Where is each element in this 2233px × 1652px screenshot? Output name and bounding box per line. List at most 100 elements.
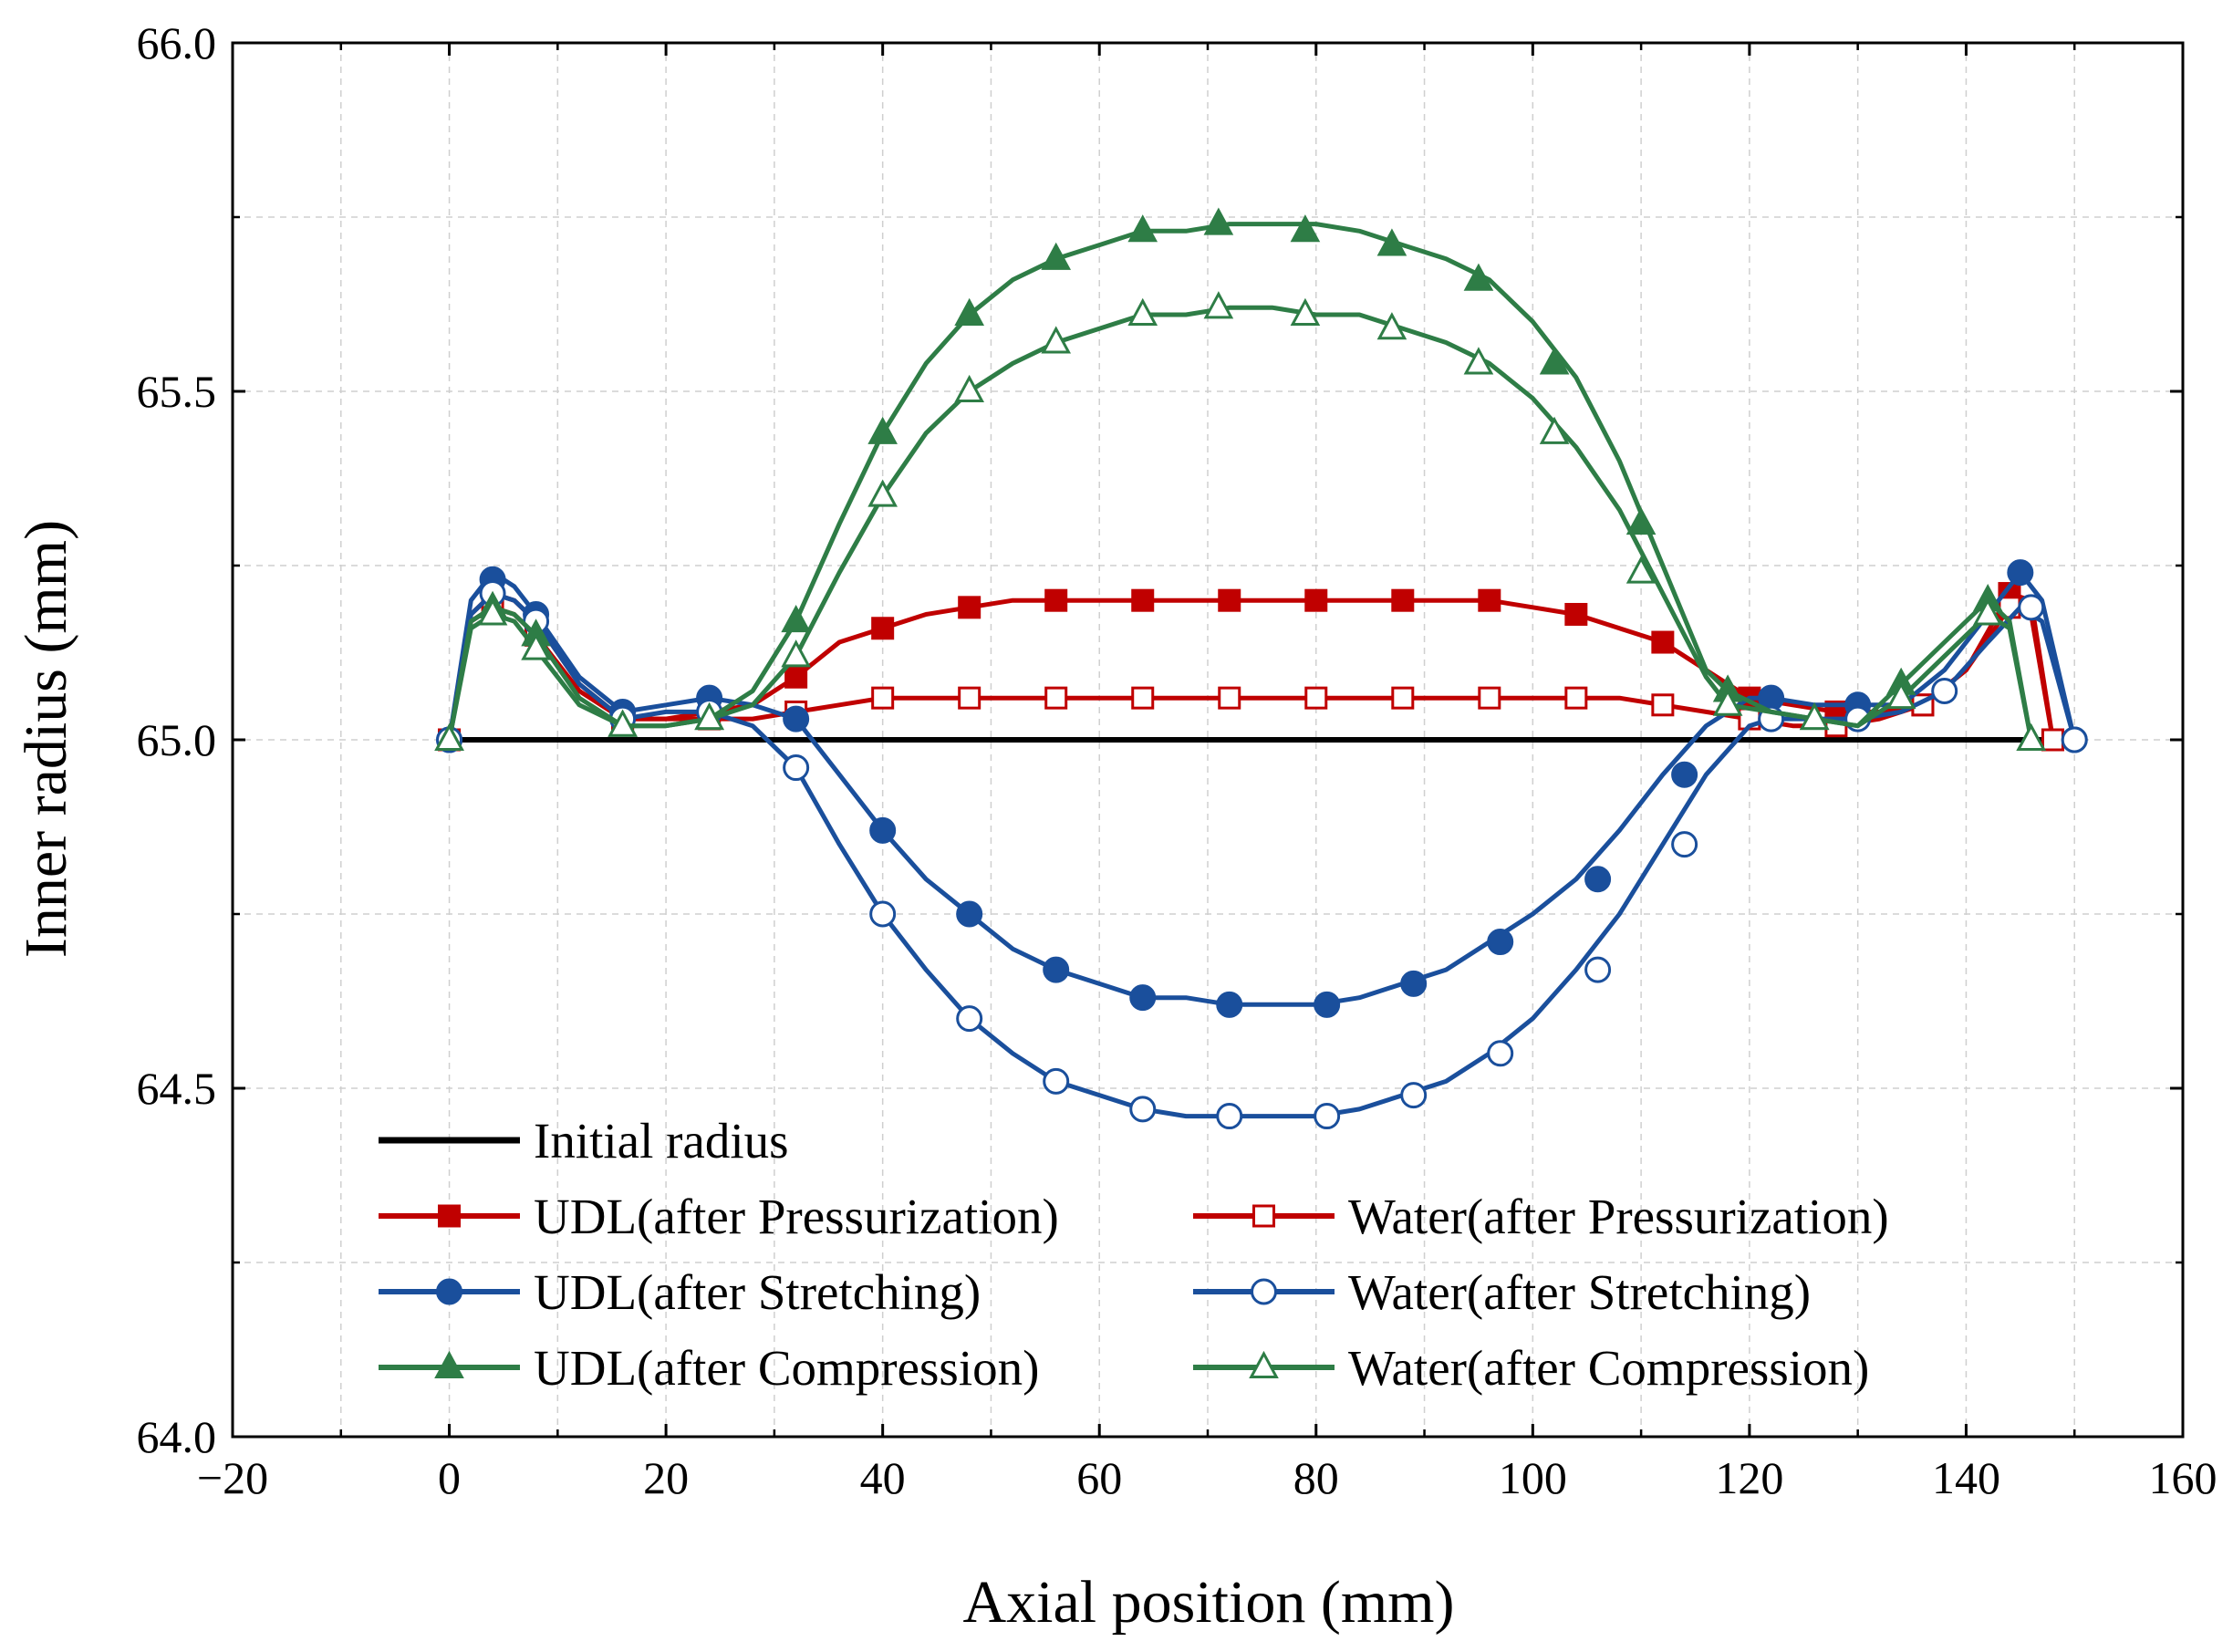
data-point xyxy=(2018,594,2045,621)
legend-label: Water(after Pressurization) xyxy=(1348,1189,1889,1244)
data-point xyxy=(1391,588,1415,612)
data-point xyxy=(1290,214,1321,243)
series-line-udl-after-stretching xyxy=(447,570,2077,1007)
x-tick-label: 80 xyxy=(1293,1452,1339,1503)
legend-label: UDL(after Compression) xyxy=(534,1340,1039,1396)
data-point xyxy=(958,596,981,619)
legend: Initial radius UDL(after Pressurization) W… xyxy=(379,1113,1889,1396)
legend-label: UDL(after Stretching) xyxy=(534,1264,981,1320)
x-tick-label: 40 xyxy=(860,1452,906,1503)
legend-item-water-after-compression: Water(after Compression) xyxy=(1193,1340,1869,1396)
data-point xyxy=(608,709,638,737)
x-tick-label: 20 xyxy=(643,1452,689,1503)
legend-label: Water(after Stretching) xyxy=(1348,1264,1811,1320)
data-point xyxy=(1799,701,1830,731)
data-point xyxy=(1391,686,1415,710)
legend-item-initial-radius: Initial radius xyxy=(379,1113,789,1169)
data-point xyxy=(1127,297,1158,326)
legend-swatch-marker xyxy=(1251,1278,1277,1305)
axes: −20 0 20 40 60 80 100 120 140 160 64.0 64.5 65.0 65.5… xyxy=(137,17,2217,1503)
data-point xyxy=(2016,722,2047,751)
series-water-after-stretching xyxy=(436,580,2088,1130)
data-point xyxy=(869,816,897,844)
data-point xyxy=(871,617,895,640)
data-point xyxy=(694,701,724,731)
y-tick-label: 64.5 xyxy=(137,1063,217,1114)
data-point xyxy=(1885,681,1916,710)
data-point xyxy=(1203,207,1234,235)
data-point xyxy=(1131,686,1155,710)
data-point xyxy=(1539,416,1570,444)
series-line-water-after-compression xyxy=(447,305,2034,743)
data-point xyxy=(1463,263,1494,291)
legend-swatch-marker xyxy=(1252,1204,1275,1228)
data-point xyxy=(1651,630,1675,654)
data-point xyxy=(1564,602,1588,626)
data-point xyxy=(1314,991,1341,1018)
data-point xyxy=(783,754,810,782)
data-point xyxy=(1216,1103,1243,1130)
data-point xyxy=(956,1005,983,1033)
legend-label: Water(after Compression) xyxy=(1348,1340,1869,1396)
data-point xyxy=(1376,228,1407,256)
data-point xyxy=(1625,507,1657,535)
data-point xyxy=(781,604,811,633)
legend-item-water-after-stretching: Water(after Stretching) xyxy=(1193,1264,1811,1320)
data-point xyxy=(1625,556,1657,584)
x-tick-label: 0 xyxy=(438,1452,461,1503)
data-point xyxy=(1044,686,1068,710)
x-tick-label: 120 xyxy=(1715,1452,1783,1503)
data-point xyxy=(1539,347,1570,375)
data-point xyxy=(1478,588,1501,612)
data-point xyxy=(1304,686,1328,710)
legend-label: UDL(after Pressurization) xyxy=(534,1189,1059,1244)
data-point xyxy=(1487,929,1514,956)
y-tick-label: 65.5 xyxy=(137,366,217,417)
y-axis-title: Inner radius (mm) xyxy=(13,520,79,958)
x-tick-label: −20 xyxy=(197,1452,268,1503)
data-point xyxy=(867,479,898,507)
data-point xyxy=(1127,214,1158,243)
data-point xyxy=(1931,678,1958,705)
x-axis-title: Axial position (mm) xyxy=(963,1569,1455,1636)
data-point xyxy=(1584,956,1612,983)
data-point xyxy=(1712,688,1743,716)
data-point xyxy=(1376,312,1407,340)
data-point xyxy=(1218,686,1241,710)
data-point xyxy=(869,900,897,928)
x-tick-label: 140 xyxy=(1932,1452,2000,1503)
legend-swatch-marker xyxy=(438,1204,461,1228)
y-tick-label: 64.0 xyxy=(137,1411,217,1462)
legend-item-water-after-pressurization: Water(after Pressurization) xyxy=(1193,1189,1889,1244)
legend-item-udl-after-pressurization: UDL(after Pressurization) xyxy=(379,1189,1059,1244)
data-point xyxy=(1129,1096,1157,1123)
y-tick-label: 65.0 xyxy=(137,714,217,765)
data-point xyxy=(784,665,808,689)
x-tick-label: 60 xyxy=(1076,1452,1122,1503)
data-point xyxy=(1478,686,1501,710)
y-tick-label: 66.0 xyxy=(137,17,217,68)
data-point xyxy=(1463,347,1494,375)
data-point xyxy=(2061,726,2088,753)
data-point xyxy=(958,686,981,710)
data-point xyxy=(1203,291,1234,319)
series-layer xyxy=(434,207,2088,1130)
data-point xyxy=(1400,1082,1428,1109)
data-point xyxy=(1043,956,1070,983)
legend-label: Initial radius xyxy=(534,1113,789,1169)
legend-swatch-marker xyxy=(434,1350,464,1378)
x-tick-label: 100 xyxy=(1499,1452,1567,1503)
data-point xyxy=(1671,761,1698,788)
data-point xyxy=(1290,297,1321,326)
legend-swatch-marker xyxy=(436,1278,462,1305)
data-point xyxy=(783,705,810,732)
data-point xyxy=(1044,588,1068,612)
data-point xyxy=(1671,831,1698,858)
data-point xyxy=(954,297,985,326)
data-point xyxy=(956,900,983,928)
data-point xyxy=(1218,588,1241,612)
data-point xyxy=(871,686,895,710)
data-point xyxy=(1487,1040,1514,1067)
